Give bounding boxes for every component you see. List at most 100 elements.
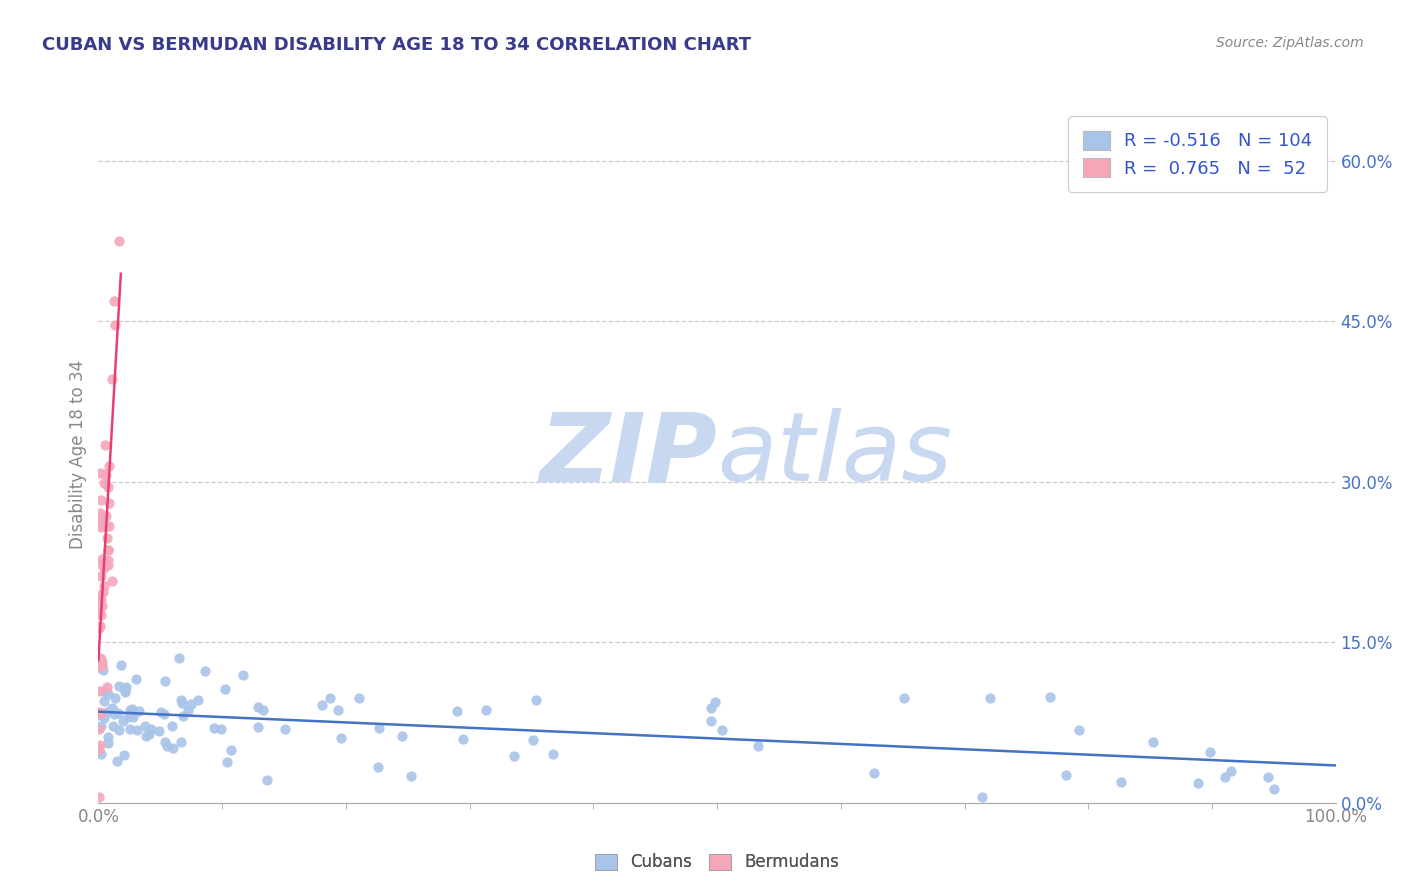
- Point: [93, 694, 115, 708]
- Point: [162, 741, 184, 756]
- Legend: Cubans, Bermudans: Cubans, Bermudans: [589, 847, 845, 878]
- Point: [700, 714, 723, 729]
- Point: [87, 684, 110, 698]
- Point: [128, 704, 150, 718]
- Point: [252, 703, 274, 717]
- Point: [87, 742, 110, 756]
- Point: [94, 438, 117, 452]
- Point: [326, 703, 349, 717]
- Point: [1263, 782, 1285, 797]
- Point: [451, 731, 474, 746]
- Point: [153, 673, 176, 688]
- Point: [232, 668, 254, 682]
- Point: [1257, 770, 1279, 784]
- Point: [1198, 745, 1220, 759]
- Point: [503, 748, 526, 763]
- Point: [97, 736, 120, 750]
- Point: [367, 721, 389, 735]
- Point: [194, 664, 217, 678]
- Point: [180, 698, 202, 712]
- Point: [167, 651, 190, 665]
- Point: [87, 790, 110, 805]
- Point: [202, 721, 225, 735]
- Point: [89, 660, 111, 674]
- Point: [1187, 776, 1209, 790]
- Point: [90, 492, 112, 507]
- Point: [1069, 723, 1091, 737]
- Point: [112, 747, 135, 762]
- Point: [100, 701, 122, 715]
- Point: [170, 693, 193, 707]
- Point: [90, 569, 112, 583]
- Point: [103, 691, 125, 706]
- Point: [187, 693, 209, 707]
- Point: [90, 517, 112, 532]
- Point: [134, 719, 156, 733]
- Point: [863, 765, 886, 780]
- Point: [104, 318, 127, 332]
- Point: [127, 723, 149, 737]
- Point: [117, 710, 139, 724]
- Point: [162, 719, 184, 733]
- Point: [893, 691, 915, 706]
- Point: [114, 682, 136, 697]
- Point: [90, 558, 112, 572]
- Point: [1038, 690, 1060, 704]
- Point: [97, 553, 120, 567]
- Point: [172, 709, 194, 723]
- Point: [90, 552, 112, 566]
- Point: [89, 621, 111, 635]
- Point: [94, 467, 117, 482]
- Point: [91, 655, 114, 669]
- Point: [274, 722, 297, 736]
- Point: [96, 705, 118, 719]
- Point: [219, 743, 242, 757]
- Point: [138, 727, 160, 741]
- Point: [141, 723, 163, 737]
- Point: [214, 681, 236, 696]
- Point: [115, 681, 138, 695]
- Point: [155, 735, 177, 749]
- Y-axis label: Disability Age 18 to 34: Disability Age 18 to 34: [69, 360, 87, 549]
- Point: [747, 739, 769, 753]
- Point: [311, 698, 333, 712]
- Point: [319, 691, 342, 706]
- Point: [90, 652, 112, 666]
- Point: [1109, 774, 1132, 789]
- Point: [94, 467, 117, 482]
- Point: [118, 722, 141, 736]
- Point: [93, 476, 115, 491]
- Point: [120, 707, 142, 722]
- Point: [90, 658, 112, 673]
- Point: [1142, 734, 1164, 748]
- Point: [710, 723, 733, 737]
- Point: [120, 702, 142, 716]
- Point: [979, 691, 1001, 706]
- Point: [90, 520, 112, 534]
- Point: [114, 683, 136, 698]
- Point: [101, 372, 124, 386]
- Point: [700, 701, 723, 715]
- Point: [125, 672, 148, 686]
- Point: [1213, 770, 1236, 784]
- Point: [90, 608, 112, 623]
- Point: [89, 651, 111, 665]
- Point: [90, 719, 112, 733]
- Point: [97, 558, 120, 573]
- Point: [170, 696, 193, 710]
- Point: [93, 560, 115, 574]
- Point: [474, 703, 496, 717]
- Point: [103, 706, 125, 721]
- Point: [96, 680, 118, 694]
- Point: [89, 506, 111, 520]
- Point: [107, 234, 129, 248]
- Point: [704, 695, 727, 709]
- Point: [170, 735, 193, 749]
- Point: [97, 687, 120, 701]
- Point: [101, 718, 124, 732]
- Point: [541, 747, 564, 761]
- Point: [972, 790, 994, 805]
- Point: [90, 747, 112, 761]
- Point: [98, 459, 121, 474]
- Point: [156, 739, 179, 754]
